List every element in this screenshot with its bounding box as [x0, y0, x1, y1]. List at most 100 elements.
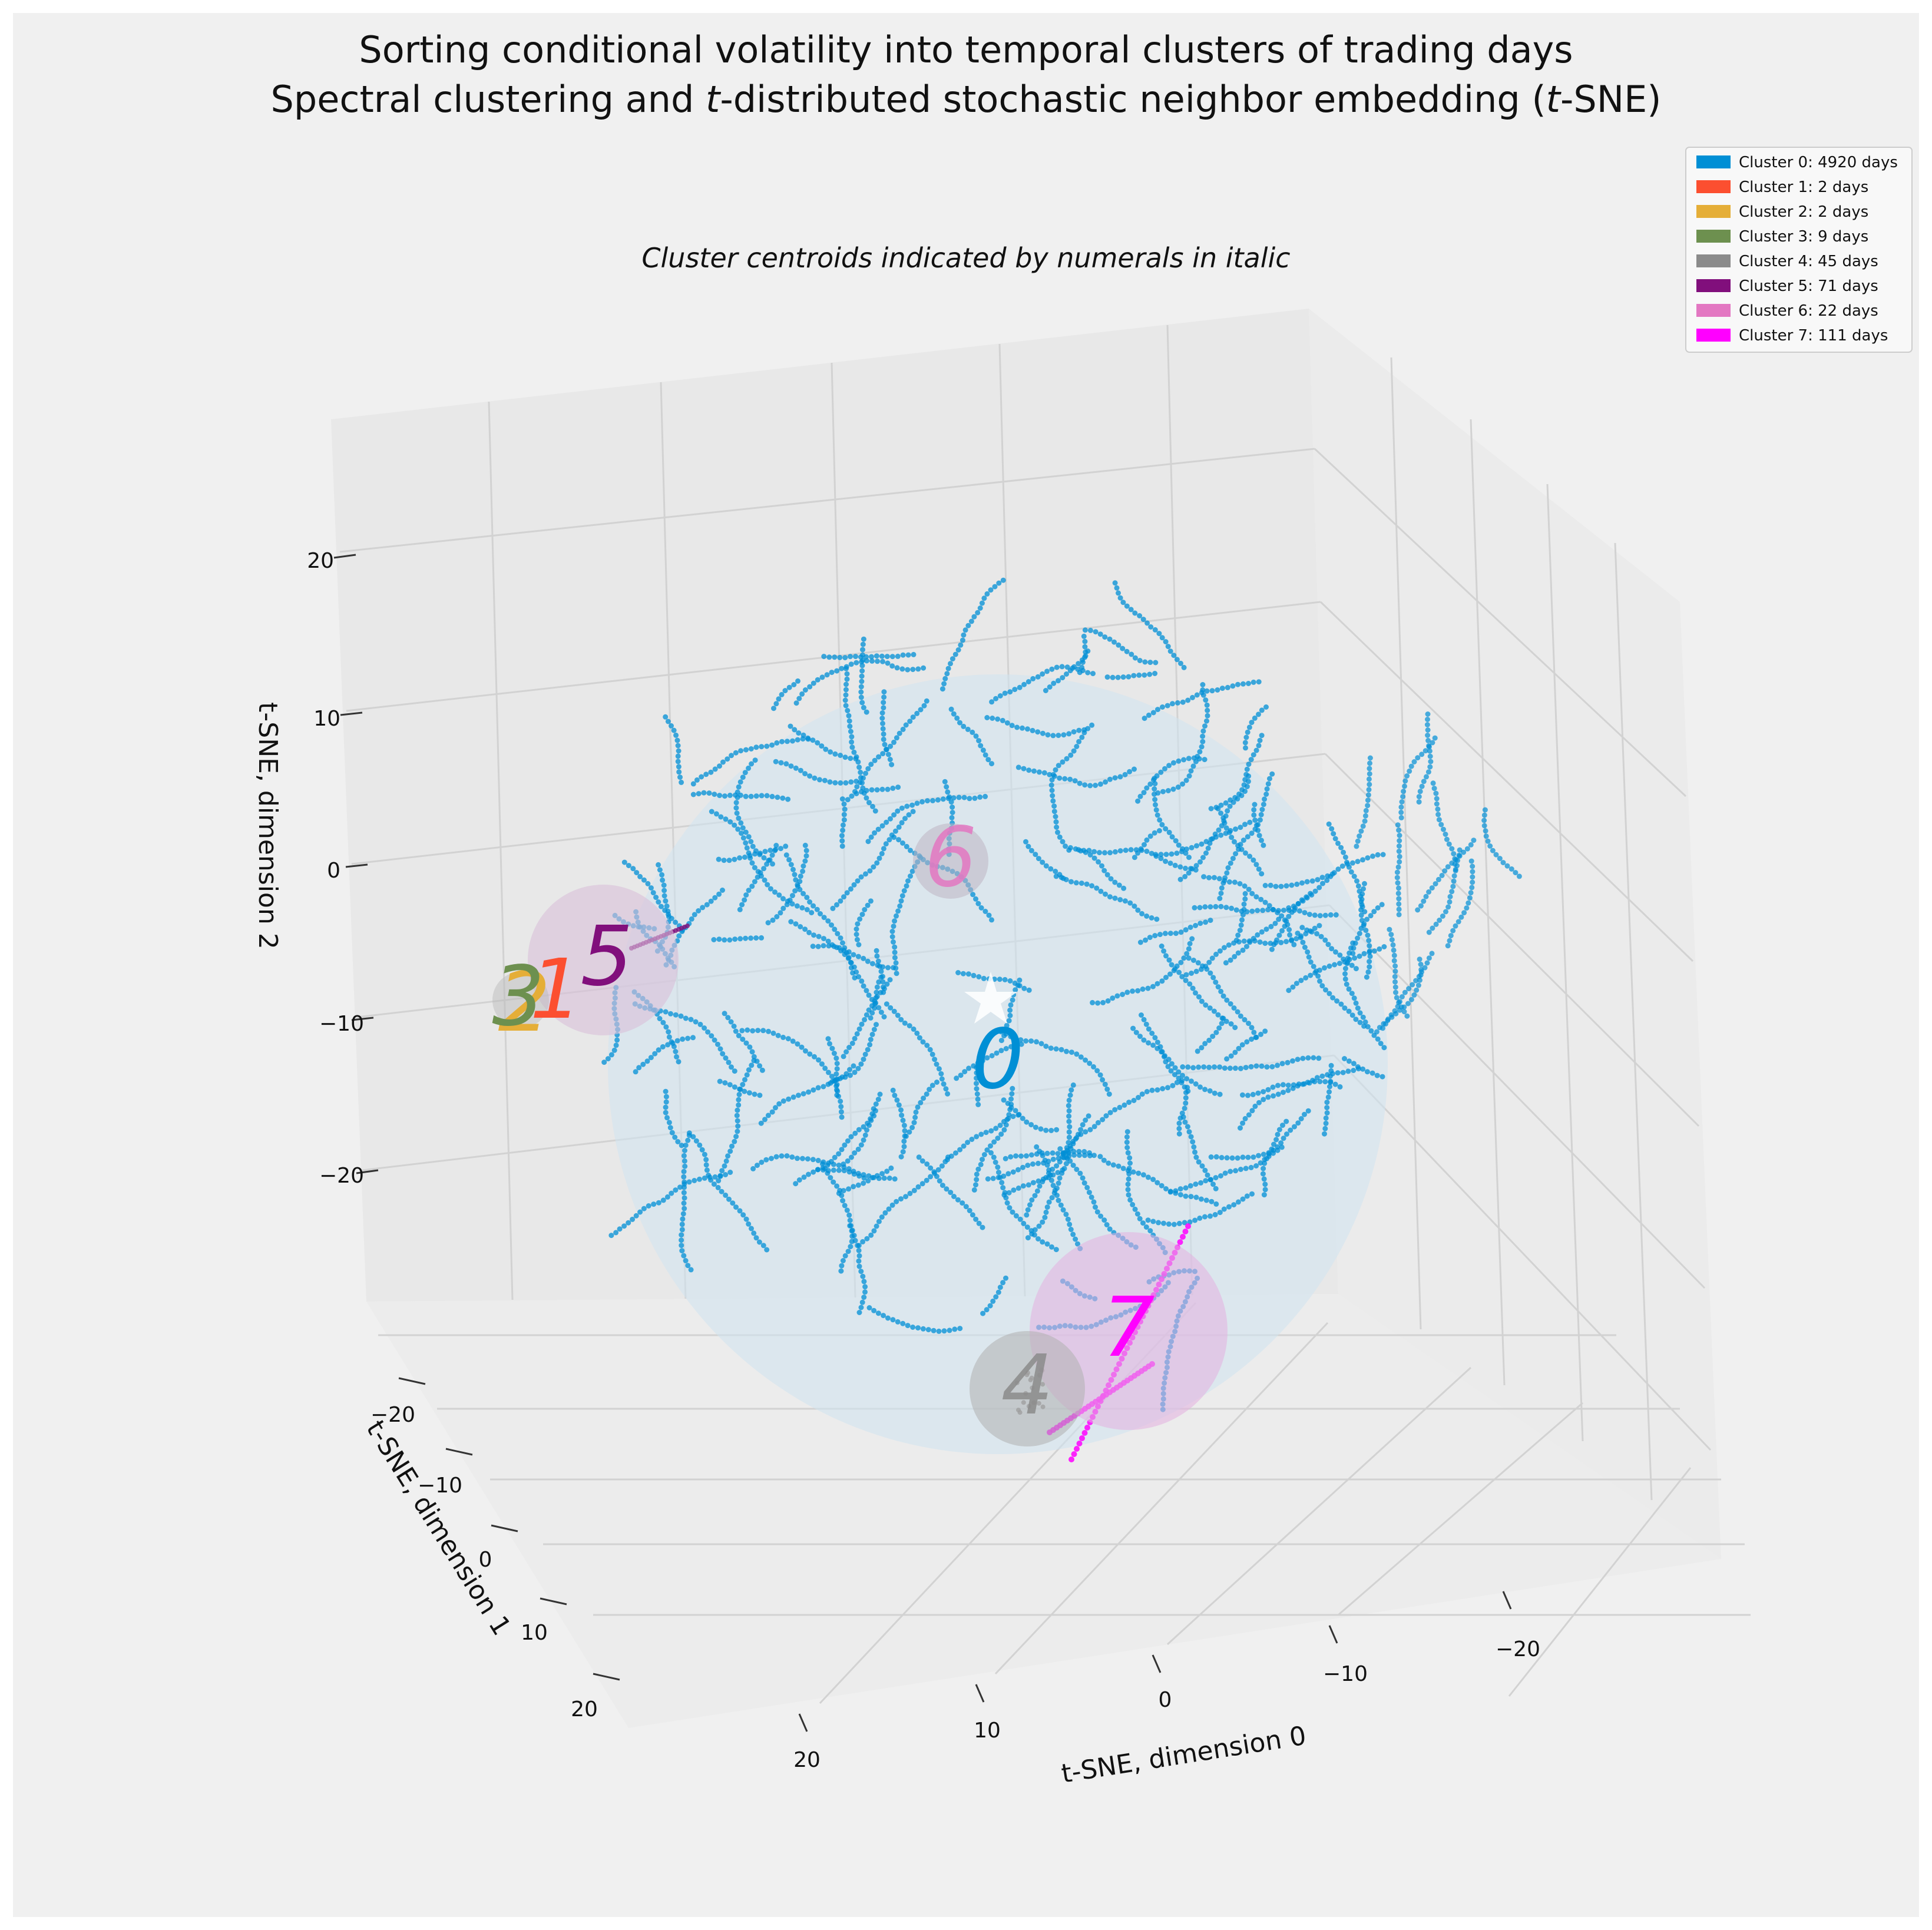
scatter-point — [828, 1158, 834, 1164]
scatter-point — [860, 1239, 866, 1244]
scatter-point — [1093, 629, 1099, 635]
scatter-point — [858, 694, 864, 700]
scatter-point — [871, 1106, 876, 1112]
scatter-point — [1172, 862, 1178, 868]
scatter-point — [1251, 807, 1257, 813]
scatter-point — [896, 824, 902, 830]
scatter-point — [862, 1051, 868, 1057]
scatter-point — [1028, 848, 1034, 853]
scatter-point — [856, 1173, 862, 1179]
scatter-point — [873, 1101, 879, 1107]
scatter-point — [858, 1142, 864, 1148]
scatter-point — [1091, 849, 1097, 855]
scatter-point — [892, 1176, 898, 1182]
scatter-point — [1285, 1060, 1291, 1065]
scatter-point — [1197, 749, 1203, 754]
scatter-point — [663, 1094, 669, 1100]
scatter-point — [1146, 1040, 1152, 1046]
scatter-point — [1086, 1113, 1091, 1119]
scatter-point — [1341, 849, 1347, 855]
scatter-point — [902, 1133, 908, 1139]
scatter-point — [1359, 904, 1365, 910]
scatter-point — [1425, 727, 1431, 733]
scatter-point — [904, 883, 909, 889]
scatter-point — [1222, 945, 1227, 951]
cluster-6-sphere — [913, 823, 988, 899]
scatter-point — [1394, 869, 1400, 875]
scatter-point — [919, 1158, 925, 1164]
scatter-point — [1337, 1084, 1343, 1090]
scatter-point — [790, 1094, 796, 1100]
scatter-point — [802, 842, 808, 848]
scatter-point — [1395, 880, 1401, 886]
scatter-point — [1090, 999, 1096, 1005]
scatter-point — [1015, 1112, 1021, 1118]
scatter-point — [1033, 1124, 1038, 1130]
scatter-point — [723, 1158, 729, 1164]
scatter-point — [1097, 1072, 1103, 1078]
scatter-point — [1177, 1186, 1183, 1192]
scatter-point — [898, 1196, 904, 1202]
scatter-point — [1392, 984, 1398, 990]
title-line2-pre: Spectral clustering and — [271, 78, 706, 121]
scatter-point — [881, 689, 887, 695]
scatter-point — [855, 1182, 861, 1188]
scatter-point — [997, 976, 1003, 982]
scatter-point — [1375, 852, 1381, 858]
scatter-point — [1248, 1164, 1254, 1170]
scatter-point — [861, 1137, 866, 1143]
scatter-point — [1269, 1146, 1275, 1152]
scatter-point — [895, 784, 901, 790]
scatter-point — [979, 600, 985, 606]
scatter-point — [889, 1202, 895, 1208]
scatter-point — [679, 1243, 684, 1249]
scatter-point — [860, 775, 866, 781]
z-tick-mark — [356, 1169, 379, 1174]
scatter-point — [1083, 1129, 1089, 1135]
scatter-point — [1395, 890, 1401, 896]
scatter-point — [1057, 775, 1063, 781]
scatter-point — [1152, 627, 1158, 633]
scatter-point — [843, 692, 849, 698]
scatter-point — [902, 1128, 908, 1134]
scatter-point — [969, 1137, 975, 1142]
scatter-point — [845, 955, 851, 961]
scatter-point — [1156, 1220, 1162, 1226]
scatter-point — [1102, 850, 1107, 856]
scatter-point — [1228, 1168, 1233, 1174]
scatter-point — [859, 663, 865, 668]
scatter-point — [864, 709, 869, 715]
scatter-point — [875, 658, 880, 664]
scatter-point — [839, 1147, 845, 1153]
scatter-point — [1197, 1215, 1203, 1221]
scatter-point — [1152, 1035, 1158, 1041]
legend-entry-label: Cluster 1: 2 days — [1739, 178, 1868, 196]
scatter-point — [661, 893, 667, 899]
scatter-point — [1208, 918, 1213, 923]
scatter-point — [833, 1071, 839, 1077]
scatter-point — [889, 762, 895, 767]
scatter-point — [1458, 914, 1464, 920]
scatter-point — [794, 903, 800, 909]
scatter-point — [867, 868, 873, 874]
scatter-point — [861, 1295, 867, 1300]
scatter-point — [1132, 610, 1138, 616]
scatter-point — [1021, 766, 1027, 772]
scatter-point — [743, 793, 749, 799]
scatter-point — [790, 893, 795, 899]
scatter-point — [1244, 784, 1250, 789]
scatter-point — [1317, 1078, 1323, 1084]
scatter-point — [1185, 1084, 1190, 1090]
scatter-point — [791, 682, 797, 687]
scatter-point — [941, 1328, 947, 1334]
chart-title-line1: Sorting conditional volatility into temp… — [359, 28, 1573, 71]
scatter-point — [1415, 982, 1421, 988]
scatter-point — [881, 846, 886, 852]
scatter-point — [1322, 1079, 1328, 1085]
scatter-point — [1482, 807, 1488, 813]
scatter-point — [1031, 768, 1037, 774]
scatter-point — [1043, 1044, 1049, 1049]
scatter-point — [681, 1190, 687, 1196]
scatter-point — [1163, 975, 1169, 981]
scatter-point — [1217, 1091, 1223, 1097]
